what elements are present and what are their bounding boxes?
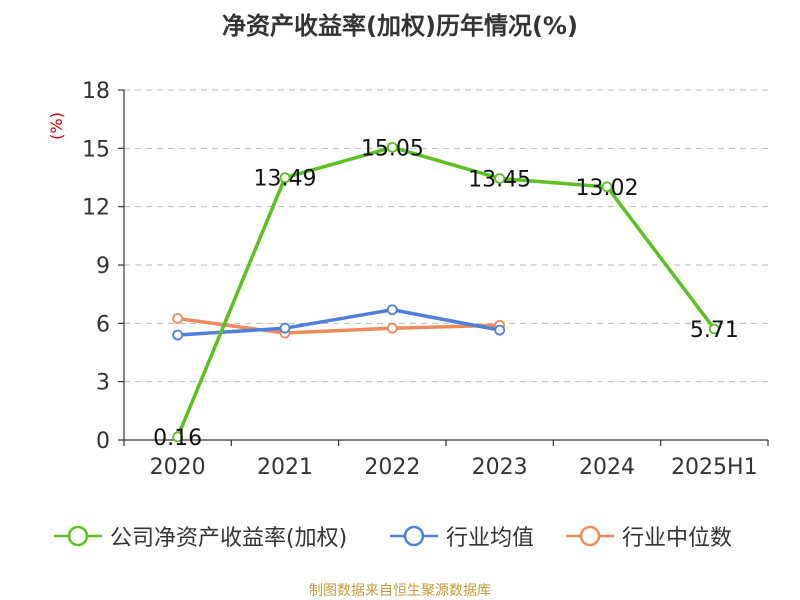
data-label: 13.49	[254, 167, 317, 192]
data-point	[172, 329, 184, 341]
data-label: 5.71	[690, 318, 739, 343]
legend-line-marker-icon	[566, 525, 614, 547]
y-tick-label: 3	[96, 371, 110, 396]
data-point	[172, 313, 184, 324]
y-tick-label: 18	[82, 79, 110, 104]
data-point	[386, 322, 398, 334]
data-point	[172, 431, 184, 443]
data-label: 13.45	[468, 167, 531, 192]
data-point	[386, 141, 398, 153]
y-tick-label: 0	[96, 429, 110, 454]
data-point	[494, 173, 506, 184]
series-line	[176, 145, 716, 438]
source-note: 制图数据来自恒生聚源数据库	[309, 583, 491, 599]
series-line	[177, 307, 500, 337]
legend-item-company[interactable]: 公司净资产收益率(加权)	[54, 519, 347, 553]
x-tick-label: 2021	[257, 455, 313, 480]
data-point	[279, 172, 291, 184]
x-tick-label: 2024	[579, 455, 635, 480]
data-point	[601, 181, 613, 193]
data-label: 0.16	[153, 426, 202, 451]
axes: 0 3 6 9 12 15 18 2020 2021 2022 2023 2024 2025H1 (%)	[47, 79, 769, 480]
data-point	[386, 304, 398, 316]
legend-item-industry-median[interactable]: 行业中位数	[566, 519, 732, 553]
series-lines	[172, 141, 720, 443]
data-labels: 0.16 13.49 15.05 13.45 13.02 5.71	[153, 136, 739, 451]
y-axis-unit-label: (%)	[47, 112, 66, 140]
x-tick-label: 2023	[472, 455, 528, 480]
data-point	[279, 322, 291, 334]
x-tick-label: 2022	[364, 455, 420, 480]
y-tick-label: 15	[82, 137, 110, 162]
legend-label: 行业中位数	[622, 526, 733, 551]
legend-label: 行业均值	[446, 526, 535, 551]
legend-line-marker-icon	[54, 525, 102, 547]
grid-lines	[124, 89, 768, 383]
legend-item-industry-average[interactable]: 行业均值	[390, 519, 534, 553]
y-tick-label: 9	[96, 254, 110, 279]
y-tick-label: 12	[82, 196, 110, 221]
data-label: 13.02	[576, 176, 639, 201]
legend-line-marker-icon	[390, 525, 438, 547]
legend-label: 公司净资产收益率(加权)	[110, 526, 348, 551]
data-label: 15.05	[361, 136, 424, 161]
series-line	[177, 316, 500, 335]
x-tick-label: 2020	[150, 455, 206, 480]
data-point	[494, 324, 506, 336]
data-point	[708, 323, 720, 335]
y-tick-label: 6	[96, 312, 110, 337]
chart-title: 净资产收益率(加权)历年情况(%)	[222, 12, 578, 40]
x-tick-label: 2025H1	[671, 455, 758, 480]
